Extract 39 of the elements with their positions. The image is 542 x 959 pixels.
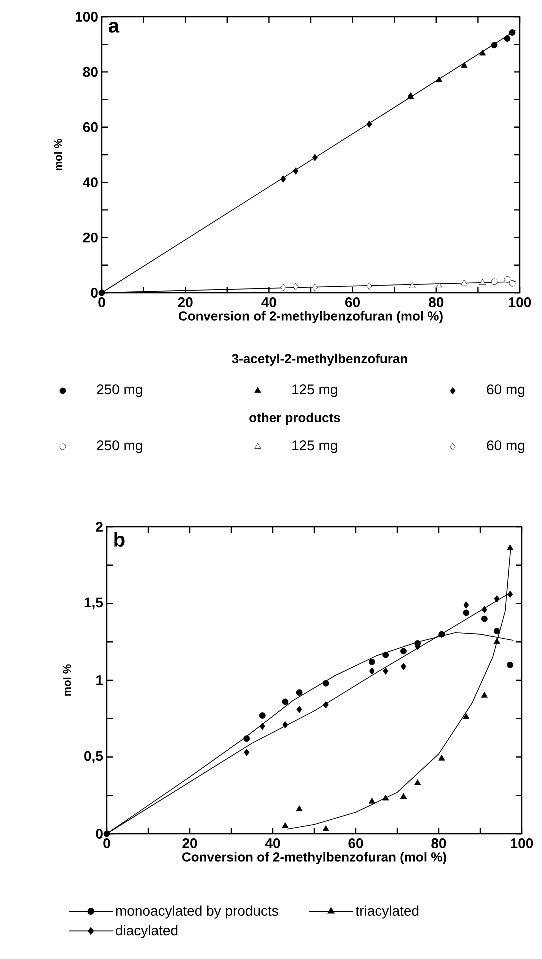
legend-label: diacylated bbox=[116, 925, 178, 938]
x-tick-label: 100 bbox=[509, 298, 532, 308]
y-tick-label: 1 bbox=[96, 676, 104, 686]
y-tick-label: 0 bbox=[96, 829, 103, 839]
legend-label: 250 mg bbox=[97, 384, 142, 398]
legend-label: 125 mg bbox=[292, 384, 338, 398]
y-tick-label: 20 bbox=[83, 232, 98, 243]
y-tick-label: 0 bbox=[91, 288, 98, 298]
y-tick-label: 100 bbox=[76, 12, 98, 22]
x-tick-label: 80 bbox=[432, 838, 446, 848]
y-tick-label: 60 bbox=[83, 122, 98, 132]
legend-label: 250 mg bbox=[97, 440, 142, 454]
x-tick-label: 20 bbox=[178, 298, 193, 308]
y-tick-label: 40 bbox=[83, 178, 98, 188]
chart-title: b bbox=[114, 532, 125, 547]
x-tick-label: 0 bbox=[104, 838, 110, 848]
legend-title: 3-acetyl-2-methylbenzofuran bbox=[232, 354, 408, 366]
y-axis-title: mol % bbox=[54, 139, 62, 170]
legend-label: 60 mg bbox=[487, 440, 525, 454]
x-axis-title: Conversion of 2-methylbenzofuran (mol %) bbox=[182, 852, 446, 864]
y-tick-label: 0,5 bbox=[84, 751, 104, 764]
legend-label: 125 mg bbox=[292, 440, 338, 454]
text: other products bbox=[250, 412, 340, 426]
legend-label: triacylated bbox=[356, 906, 419, 919]
x-tick-label: 60 bbox=[346, 298, 360, 308]
x-tick-label: 100 bbox=[511, 838, 534, 848]
y-axis-title: mol % bbox=[63, 664, 72, 696]
x-axis-title: Conversion of 2-methylbenzofuran (mol %) bbox=[178, 311, 443, 324]
x-tick-label: 80 bbox=[429, 298, 444, 308]
y-tick-label: 1,5 bbox=[84, 598, 104, 610]
x-tick-label: 20 bbox=[182, 838, 198, 848]
y-tick-label: 80 bbox=[83, 67, 98, 78]
legend-label: monoacylated by products bbox=[116, 906, 278, 919]
y-tick-label: 2 bbox=[96, 522, 103, 532]
x-tick-label: 40 bbox=[262, 298, 276, 308]
chart-title: a bbox=[108, 22, 120, 33]
x-tick-label: 40 bbox=[265, 838, 280, 848]
legend-label: 60 mg bbox=[487, 384, 525, 398]
x-tick-label: 60 bbox=[348, 838, 364, 848]
